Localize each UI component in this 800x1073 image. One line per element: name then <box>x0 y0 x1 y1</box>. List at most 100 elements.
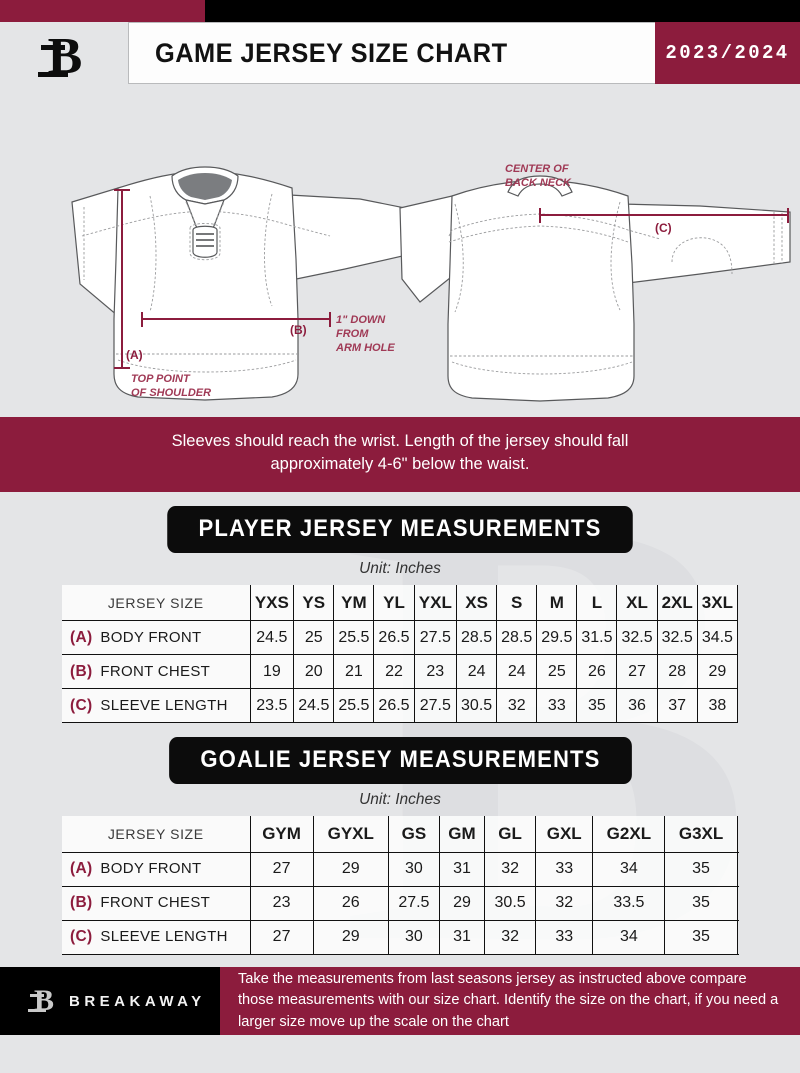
player-measurement-cell: 23.5 <box>249 688 295 724</box>
breakaway-b-icon: B <box>37 28 82 85</box>
brand-logo: B <box>0 22 128 84</box>
breakaway-b-icon-footer: B <box>27 984 54 1017</box>
season-label: 2023/2024 <box>665 42 790 64</box>
player-measurement-cell: 24.5 <box>249 620 295 656</box>
goalie-measurement-cell: 34 <box>592 851 666 887</box>
player-measurement-cell: 20 <box>293 654 335 690</box>
player-measurement-cell: 32 <box>496 688 538 724</box>
goalie-header-row: JERSEY SIZE GYM GYXL GS GM GL GXL G2XL G3XL <box>62 816 738 853</box>
player-measurement-cell: 31.5 <box>576 620 618 656</box>
goalie-measurement-cell: 29 <box>312 919 389 955</box>
goalie-size-column-header: G3XL <box>664 816 738 853</box>
player-measurement-cell: 37 <box>656 688 698 724</box>
player-measurement-cell: 32.5 <box>656 620 698 656</box>
player-table-head: JERSEY SIZE YXS YS YM YL YXL XS S M L XL 2XL 3XL <box>62 584 739 622</box>
footer-brand-name: BREAKAWAY <box>69 992 206 1010</box>
goalie-size-column-header: GXL <box>535 816 594 853</box>
goalie-table-body: (A) BODY FRONT 27 29 30 31 32 33 34 35 (B) FRONT CH… <box>62 851 738 955</box>
fit-guidance-line-2: approximately 4-6" below the waist. <box>270 455 530 474</box>
dimension-label-c: (C) <box>655 221 672 235</box>
player-measurement-cell: 30.5 <box>456 688 498 724</box>
player-size-header: JERSEY SIZE <box>62 584 251 622</box>
player-measurement-cell: 24 <box>496 654 538 690</box>
table-row: (B) FRONT CHEST 23 26 27.5 29 30.5 32 33.5 35 <box>62 885 738 921</box>
goalie-measurement-cell <box>736 885 738 921</box>
goalie-size-column-header: GYXL <box>312 816 389 853</box>
measurement-tag: (C) <box>70 696 93 714</box>
season-plate: 2023/2024 <box>655 22 800 84</box>
dimension-note-b-line2: FROM <box>336 328 369 340</box>
goalie-measurement-cell <box>736 851 738 887</box>
footer-instructions: Take the measurements from last seasons … <box>220 967 800 1035</box>
player-measurement-cell: 24 <box>456 654 498 690</box>
goalie-size-column-header: GS <box>387 816 440 853</box>
goalie-measurement-cell: 27 <box>249 919 314 955</box>
goalie-measurement-cell: 33 <box>535 851 594 887</box>
player-row-label: (B) FRONT CHEST <box>62 654 251 690</box>
goalie-row-label: (B) FRONT CHEST <box>62 885 251 921</box>
footer-brand: B BREAKAWAY <box>0 967 220 1035</box>
goalie-section-title: GOALIE JERSEY MEASUREMENTS <box>168 737 632 785</box>
player-measurement-cell: 23 <box>413 654 458 690</box>
player-measurement-cell: 33 <box>536 688 578 724</box>
player-measurement-cell: 25.5 <box>333 688 375 724</box>
player-size-column-header: XS <box>456 584 498 622</box>
page-title: GAME JERSEY SIZE CHART <box>155 37 508 68</box>
goalie-measurement-cell: 30.5 <box>484 885 537 921</box>
player-row-label: (C) SLEEVE LENGTH <box>62 688 251 724</box>
dimension-note-b-line1: 1" DOWN <box>336 314 386 326</box>
player-measurement-cell: 25 <box>293 620 335 656</box>
player-jersey-section: PLAYER JERSEY MEASUREMENTS Unit: Inches … <box>0 492 800 724</box>
goalie-size-column-header: G2XL <box>592 816 666 853</box>
goalie-measurement-cell: 29 <box>312 851 389 887</box>
jersey-diagram: (A) TOP POINT OF SHOULDER (B) 1" DOWN FR… <box>0 84 800 417</box>
page-footer: B BREAKAWAY Take the measurements from l… <box>0 967 800 1035</box>
table-row: (C) SLEEVE LENGTH 23.5 24.5 25.5 26.5 27.5 30.5… <box>62 688 739 724</box>
goalie-measurement-cell: 35 <box>664 885 738 921</box>
goalie-jersey-section: GOALIE JERSEY MEASUREMENTS Unit: Inches … <box>0 723 800 955</box>
goalie-measurement-cell: 27 <box>249 851 314 887</box>
goalie-measurement-cell: 32 <box>484 851 537 887</box>
goalie-measurement-cell: 29 <box>438 885 486 921</box>
goalie-size-column-header: GL <box>484 816 537 853</box>
goalie-size-column-header: GYM <box>249 816 314 853</box>
measurement-tag: (A) <box>70 628 93 646</box>
top-accent-maroon-block <box>0 0 205 22</box>
player-section-title: PLAYER JERSEY MEASUREMENTS <box>167 505 633 553</box>
dimension-label-b: (B) <box>290 323 307 337</box>
player-measurement-cell: 28 <box>656 654 698 690</box>
dimension-note-a-line1: TOP POINT <box>131 373 191 385</box>
goalie-table-head: JERSEY SIZE GYM GYXL GS GM GL GXL G2XL G3XL <box>62 816 738 853</box>
fit-guidance-banner: Sleeves should reach the wrist. Length o… <box>0 417 800 492</box>
goalie-measurement-cell: 30 <box>387 919 440 955</box>
player-unit-label: Unit: Inches <box>359 559 441 577</box>
player-measurement-cell: 28.5 <box>496 620 538 656</box>
goalie-measurement-cell: 27.5 <box>387 885 440 921</box>
goalie-measurement-cell: 33 <box>535 919 594 955</box>
goalie-measurement-cell <box>736 919 738 955</box>
player-size-column-header: S <box>496 584 538 622</box>
goalie-measurement-cell: 26 <box>312 885 389 921</box>
dimension-label-a: (A) <box>126 348 143 362</box>
title-plate: GAME JERSEY SIZE CHART <box>128 22 655 84</box>
player-measurement-cell: 25.5 <box>333 620 375 656</box>
player-measurement-cell: 29 <box>696 654 739 690</box>
goalie-measurement-cell: 32 <box>535 885 594 921</box>
goalie-measurement-cell: 34 <box>592 919 666 955</box>
player-size-column-header: YXS <box>249 584 295 622</box>
measurement-tag: (A) <box>70 860 93 878</box>
player-table-body: (A) BODY FRONT 24.5 25 25.5 26.5 27.5 28.5 28.5 2… <box>62 620 739 724</box>
player-size-column-header: L <box>576 584 618 622</box>
front-jersey-illustration: (A) TOP POINT OF SHOULDER (B) 1" DOWN FR… <box>71 166 421 401</box>
player-measurement-cell: 27 <box>616 654 658 690</box>
player-measurement-cell: 27.5 <box>413 620 458 656</box>
table-row: (A) BODY FRONT 24.5 25 25.5 26.5 27.5 28.5 28.5 2… <box>62 620 739 656</box>
player-measurement-cell: 24.5 <box>293 688 335 724</box>
player-measurement-cell: 35 <box>576 688 618 724</box>
back-jersey-illustration: CENTER OF BACK NECK (C) <box>399 163 791 402</box>
player-measurement-cell: 34.5 <box>696 620 739 656</box>
jersey-diagram-svg: (A) TOP POINT OF SHOULDER (B) 1" DOWN FR… <box>71 163 791 402</box>
player-measurement-cell: 26 <box>576 654 618 690</box>
goalie-measurement-cell: 35 <box>664 919 738 955</box>
player-measurement-cell: 26.5 <box>373 620 415 656</box>
